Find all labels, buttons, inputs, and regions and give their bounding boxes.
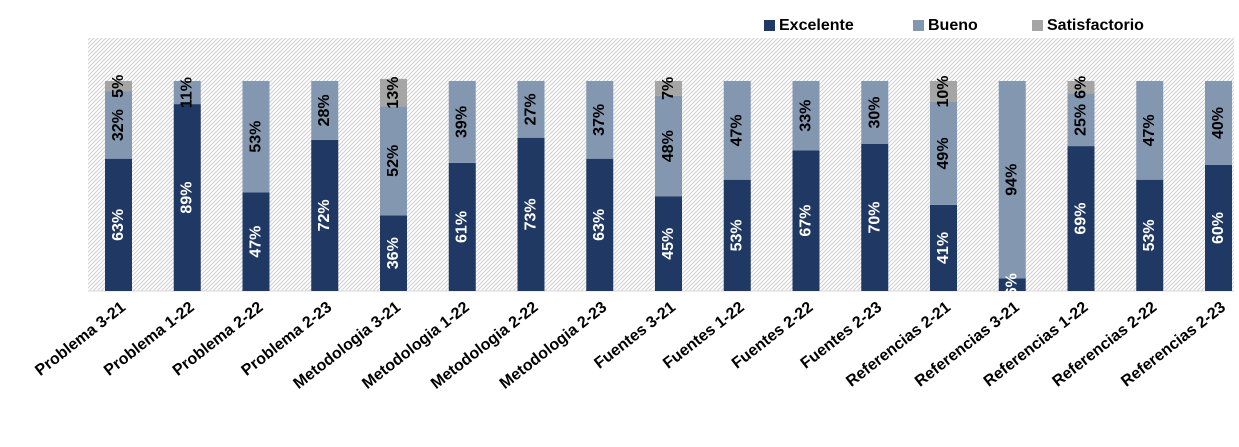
data-label: 47% — [248, 226, 265, 258]
data-label: 53% — [248, 121, 265, 153]
bar-segment-bueno — [1136, 81, 1164, 180]
data-label: 48% — [660, 130, 677, 162]
bar-segment-satisfactorio — [380, 78, 407, 107]
bar-segment-bueno — [311, 81, 339, 140]
data-label: 69% — [1073, 203, 1090, 235]
bar-segment-excelente — [723, 179, 751, 291]
bar-segment-bueno — [105, 91, 132, 159]
bar-segment-excelente — [105, 158, 132, 291]
data-label: 11% — [179, 77, 196, 108]
bar-segment-excelente — [930, 204, 957, 291]
bar-segment-excelente — [173, 104, 201, 291]
data-label: 60% — [1210, 212, 1227, 244]
bar-segment-bueno — [792, 81, 820, 151]
data-label: 37% — [591, 104, 608, 136]
bar-segment-bueno — [173, 81, 201, 105]
data-label: 30% — [866, 96, 883, 128]
data-label: 53% — [729, 219, 746, 251]
bar-segment-bueno — [1205, 81, 1232, 165]
data-label: 6% — [1073, 76, 1090, 99]
data-label: 47% — [729, 114, 746, 146]
bar-segment-satisfactorio — [1067, 81, 1095, 94]
bar-segment-excelente — [998, 278, 1026, 291]
data-label: 63% — [110, 209, 127, 241]
bar-segment-excelente — [586, 158, 614, 291]
bar-segment-satisfactorio — [105, 81, 132, 92]
bar-segment-excelente — [1067, 146, 1095, 291]
bar-segment-excelente — [380, 215, 407, 291]
data-label: 13% — [385, 77, 402, 109]
data-labels-layer: 63% 32% 5% 89% 11% 47% 53% 72% 28% 36% 52% 13% 61% 39… — [110, 75, 1227, 297]
data-label: 89% — [179, 182, 196, 214]
data-label: 52% — [385, 145, 402, 177]
data-label: 27% — [523, 93, 540, 125]
bar-segment-bueno — [586, 81, 614, 159]
data-label: 32% — [110, 109, 127, 141]
legend-swatch-satisfactorio — [1032, 20, 1043, 31]
data-label: 45% — [660, 228, 677, 260]
data-label: 63% — [591, 209, 608, 241]
bars-layer — [105, 78, 1232, 291]
data-label: 73% — [523, 198, 540, 230]
bar-segment-excelente — [517, 137, 545, 291]
bar-segment-bueno — [655, 95, 682, 197]
data-label: 6% — [1004, 273, 1021, 296]
legend: Excelente Bueno Satisfactorio — [764, 17, 1144, 34]
bar-segment-excelente — [1205, 165, 1232, 291]
bar-segment-bueno — [1067, 93, 1095, 147]
bar-segment-bueno — [861, 81, 889, 144]
bar-segment-bueno — [723, 81, 751, 180]
legend-label-excelente: Excelente — [779, 17, 854, 34]
bar-segment-excelente — [1136, 179, 1164, 291]
bar-segment-bueno — [380, 106, 407, 216]
bar-segment-excelente — [311, 139, 339, 291]
data-label: 25% — [1073, 104, 1090, 136]
data-label: 67% — [798, 205, 815, 237]
bar-segment-bueno — [930, 102, 957, 205]
bar-segment-excelente — [655, 196, 682, 291]
data-label: 94% — [1004, 164, 1021, 196]
legend-label-bueno: Bueno — [928, 17, 978, 34]
data-label: 47% — [1141, 114, 1158, 146]
legend-label-satisfactorio: Satisfactorio — [1047, 17, 1144, 34]
data-label: 28% — [316, 94, 333, 126]
data-label: 10% — [935, 75, 952, 107]
data-label: 33% — [798, 100, 815, 132]
data-label: 41% — [935, 232, 952, 264]
bar-segment-excelente — [861, 144, 889, 291]
bar-segment-excelente — [448, 162, 476, 291]
bar-segment-bueno — [242, 81, 270, 193]
data-label: 49% — [935, 137, 952, 169]
data-label: 53% — [1141, 219, 1158, 251]
data-label: 72% — [316, 199, 333, 231]
bar-segment-satisfactorio — [930, 81, 957, 102]
bar-segment-satisfactorio — [655, 81, 682, 96]
bar-segment-bueno — [517, 81, 545, 138]
legend-swatch-bueno — [913, 20, 924, 31]
data-label: 61% — [454, 211, 471, 243]
bar-segment-excelente — [792, 150, 820, 291]
data-label: 39% — [454, 106, 471, 138]
data-label: 70% — [866, 201, 883, 233]
bar-segment-bueno — [998, 81, 1026, 279]
bar-segment-excelente — [242, 192, 270, 291]
data-label: 5% — [110, 75, 127, 98]
legend-swatch-excelente — [764, 20, 775, 31]
data-label: 36% — [385, 237, 402, 269]
data-label: 7% — [660, 77, 677, 100]
data-label: 40% — [1210, 107, 1227, 139]
bar-segment-bueno — [448, 81, 476, 163]
